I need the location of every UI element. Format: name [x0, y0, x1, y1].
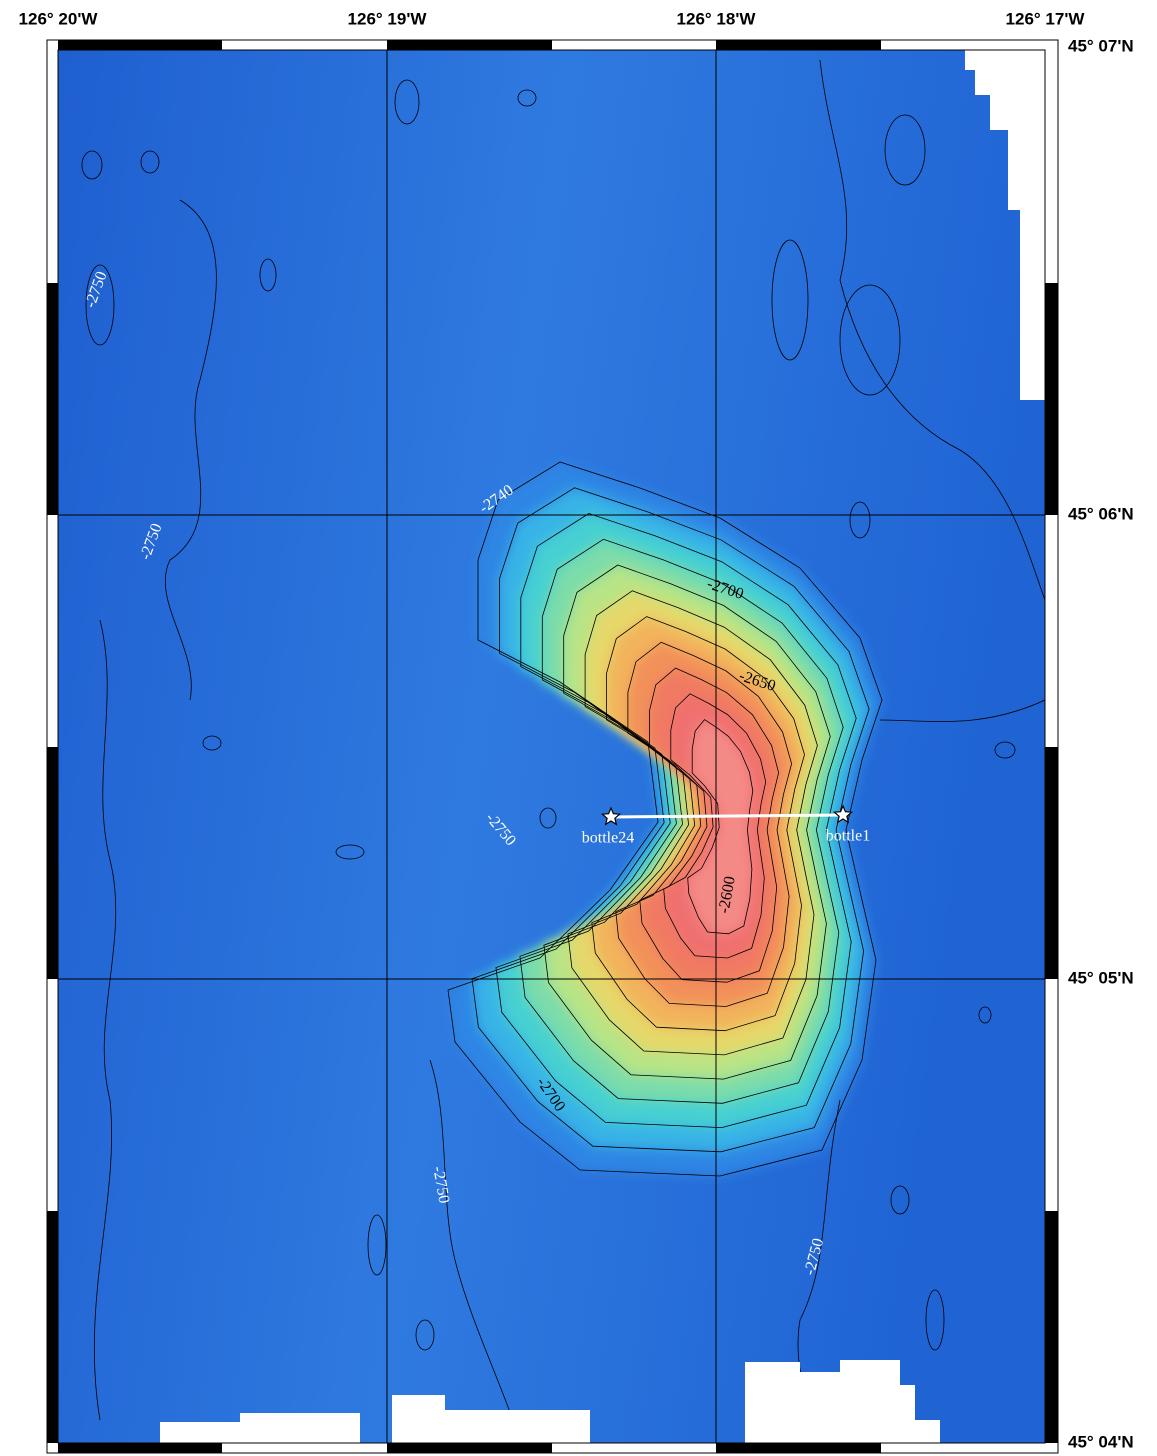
latitude-label: 45° 04'N — [1068, 1432, 1134, 1451]
longitude-label: 126° 18'W — [677, 9, 757, 28]
map-area — [58, 50, 1045, 1443]
station-label: bottle1 — [826, 828, 870, 845]
longitude-label: 126° 19'W — [348, 9, 428, 28]
latitude-label: 45° 06'N — [1068, 504, 1134, 523]
frame-bar — [1045, 283, 1058, 515]
map: 126° 20'W 126° 19'W 126° 18'W 126° 17'W 45° … — [0, 0, 1157, 1456]
longitude-label: 126° 20'W — [19, 9, 99, 28]
frame-bar — [58, 40, 222, 50]
frame-bar — [716, 1443, 881, 1453]
latitude-label: 45° 07'N — [1068, 36, 1134, 55]
frame-bar — [47, 1211, 58, 1443]
longitude-label: 126° 17'W — [1006, 9, 1086, 28]
station-label: bottle24 — [582, 830, 634, 847]
frame-bar — [387, 1443, 552, 1453]
transect — [611, 815, 843, 817]
frame-bar — [716, 40, 881, 50]
sea-floor — [58, 50, 1045, 1443]
frame-bar — [47, 747, 58, 979]
frame-bar — [1045, 747, 1058, 979]
latitude-label: 45° 05'N — [1068, 968, 1134, 987]
frame-bar — [58, 1443, 222, 1453]
frame-bar — [47, 283, 58, 515]
frame-bar — [387, 40, 552, 50]
frame-bar — [1045, 1211, 1058, 1443]
